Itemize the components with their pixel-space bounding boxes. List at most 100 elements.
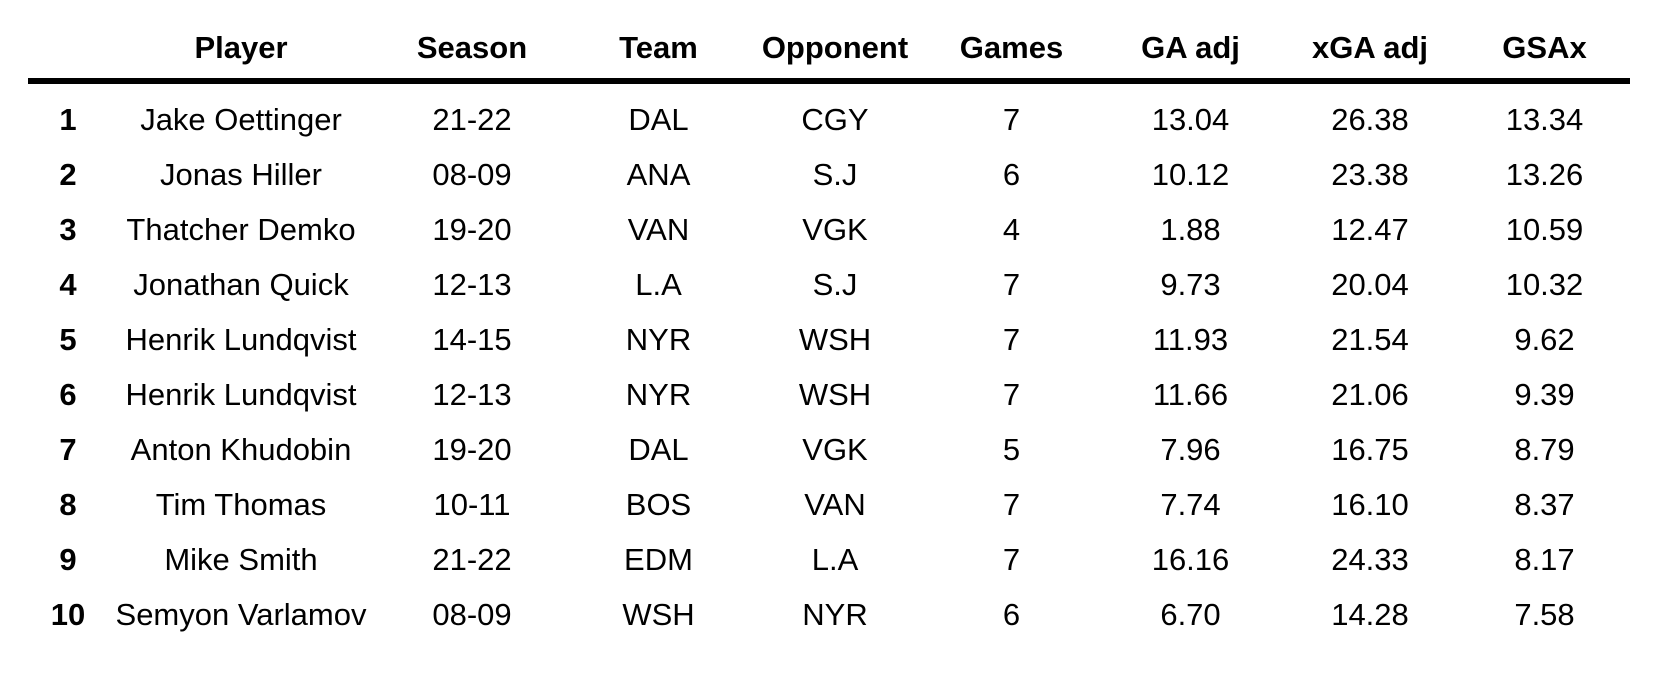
team-cell: VAN [627, 211, 690, 247]
season-cell: 21-22 [432, 541, 512, 577]
opponent-cell: VGK [802, 211, 868, 247]
player-cell: Tim Thomas [155, 486, 327, 522]
opponent-cell: S.J [812, 156, 858, 192]
season-cell: 19-20 [432, 211, 512, 247]
ga-adj-cell: 7.96 [1160, 431, 1221, 467]
gsax-cell: 7.58 [1514, 596, 1575, 632]
ga-adj-cell: 11.93 [1152, 321, 1229, 357]
ga-adj-cell: 7.74 [1160, 486, 1221, 522]
opponent-cell: NYR [802, 596, 868, 632]
column-header-player: Player [108, 6, 374, 84]
opponent-cell: L.A [811, 541, 859, 577]
column-header-gsax: GSAx [1459, 6, 1630, 84]
games-cell: 7 [1002, 266, 1021, 302]
team-cell: NYR [625, 376, 692, 412]
season-cell: 10-11 [433, 486, 511, 522]
xga-adj-cell: 21.06 [1331, 376, 1409, 412]
player-cell: Jonathan Quick [133, 266, 349, 302]
column-header-season: Season [374, 6, 570, 84]
team-cell: BOS [625, 486, 692, 522]
rank-cell: 8 [59, 486, 77, 522]
season-cell: 21-22 [432, 101, 512, 137]
games-cell: 6 [1002, 156, 1021, 192]
xga-adj-cell: 20.04 [1331, 266, 1409, 302]
gsax-cell: 9.62 [1514, 321, 1575, 357]
season-cell: 08-09 [432, 596, 512, 632]
table-row: 5 Henrik Lundqvist 14-15 NYR WSH 7 11.93… [28, 312, 1630, 367]
team-cell: EDM [624, 541, 693, 577]
table-row: 6 Henrik Lundqvist 12-13 NYR WSH 7 11.66… [28, 367, 1630, 422]
player-cell: Anton Khudobin [130, 431, 352, 467]
column-header-xga-adj: xGA adj [1281, 6, 1459, 84]
ga-adj-cell: 1.88 [1160, 211, 1221, 247]
goalie-stats-table: Player Season Team Opponent Games GA adj… [28, 6, 1630, 642]
games-cell: 7 [1002, 376, 1021, 412]
opponent-cell: VGK [802, 431, 868, 467]
ga-adj-cell: 10.12 [1151, 156, 1230, 192]
table-row: 4 Jonathan Quick 12-13 L.A S.J 7 9.73 20… [28, 257, 1630, 312]
table-row: 8 Tim Thomas 10-11 BOS VAN 7 7.74 16.10 … [28, 477, 1630, 532]
player-cell: Jake Oettinger [140, 101, 342, 137]
column-header-games: Games [923, 6, 1100, 84]
ga-adj-cell: 13.04 [1151, 101, 1230, 137]
opponent-cell: S.J [812, 266, 858, 302]
team-cell: DAL [628, 431, 689, 467]
rank-cell: 4 [59, 266, 77, 302]
player-cell: Mike Smith [164, 541, 318, 577]
xga-adj-cell: 24.33 [1331, 541, 1409, 577]
xga-adj-cell: 12.47 [1331, 211, 1409, 247]
team-cell: L.A [635, 266, 682, 302]
column-header-rank [28, 6, 108, 84]
table-row: 10 Semyon Varlamov 08-09 WSH NYR 6 6.70 … [28, 587, 1630, 642]
column-header-team: Team [570, 6, 747, 84]
table-row: 9 Mike Smith 21-22 EDM L.A 7 16.16 24.33… [28, 532, 1630, 587]
ga-adj-cell: 16.16 [1151, 541, 1230, 577]
gsax-cell: 8.37 [1514, 486, 1575, 522]
games-cell: 4 [1002, 211, 1021, 247]
games-cell: 6 [1002, 596, 1021, 632]
player-cell: Henrik Lundqvist [125, 321, 357, 357]
season-cell: 14-15 [432, 321, 512, 357]
opponent-cell: VAN [804, 486, 866, 522]
ga-adj-cell: 6.70 [1160, 596, 1221, 632]
rank-cell: 6 [59, 376, 77, 412]
player-cell: Thatcher Demko [126, 211, 356, 247]
gsax-cell: 10.32 [1505, 266, 1584, 302]
xga-adj-cell: 16.75 [1331, 431, 1409, 467]
player-cell: Henrik Lundqvist [125, 376, 357, 412]
xga-adj-cell: 16.10 [1331, 486, 1409, 522]
games-cell: 7 [1002, 541, 1021, 577]
gsax-cell: 13.26 [1505, 156, 1584, 192]
games-cell: 7 [1002, 321, 1021, 357]
xga-adj-cell: 21.54 [1331, 321, 1409, 357]
column-header-opponent: Opponent [747, 6, 923, 84]
player-cell: Semyon Varlamov [115, 596, 367, 632]
season-cell: 12-13 [432, 376, 512, 412]
column-header-ga-adj: GA adj [1100, 6, 1281, 84]
xga-adj-cell: 14.28 [1331, 596, 1409, 632]
gsax-cell: 8.17 [1514, 541, 1575, 577]
rank-cell: 1 [59, 101, 77, 137]
header-row: Player Season Team Opponent Games GA adj… [28, 6, 1630, 84]
rank-cell: 3 [59, 211, 77, 247]
rank-cell: 2 [59, 156, 77, 192]
rank-cell: 7 [59, 431, 77, 467]
table-row: 2 Jonas Hiller 08-09 ANA S.J 6 10.12 23.… [28, 147, 1630, 202]
team-cell: WSH [622, 596, 695, 632]
team-cell: DAL [628, 101, 689, 137]
ga-adj-cell: 11.66 [1152, 376, 1229, 412]
xga-adj-cell: 26.38 [1331, 101, 1409, 137]
gsax-cell: 8.79 [1514, 431, 1575, 467]
games-cell: 5 [1002, 431, 1021, 467]
table-row: 3 Thatcher Demko 19-20 VAN VGK 4 1.88 12… [28, 202, 1630, 257]
games-cell: 7 [1002, 486, 1021, 522]
opponent-cell: WSH [798, 376, 872, 412]
player-cell: Jonas Hiller [160, 156, 322, 192]
opponent-cell: WSH [798, 321, 872, 357]
games-cell: 7 [1002, 101, 1021, 137]
gsax-cell: 9.39 [1514, 376, 1575, 412]
season-cell: 19-20 [432, 431, 512, 467]
table-row: 7 Anton Khudobin 19-20 DAL VGK 5 7.96 16… [28, 422, 1630, 477]
rank-cell: 9 [59, 541, 77, 577]
table-row: 1 Jake Oettinger 21-22 DAL CGY 7 13.04 2… [28, 81, 1630, 147]
